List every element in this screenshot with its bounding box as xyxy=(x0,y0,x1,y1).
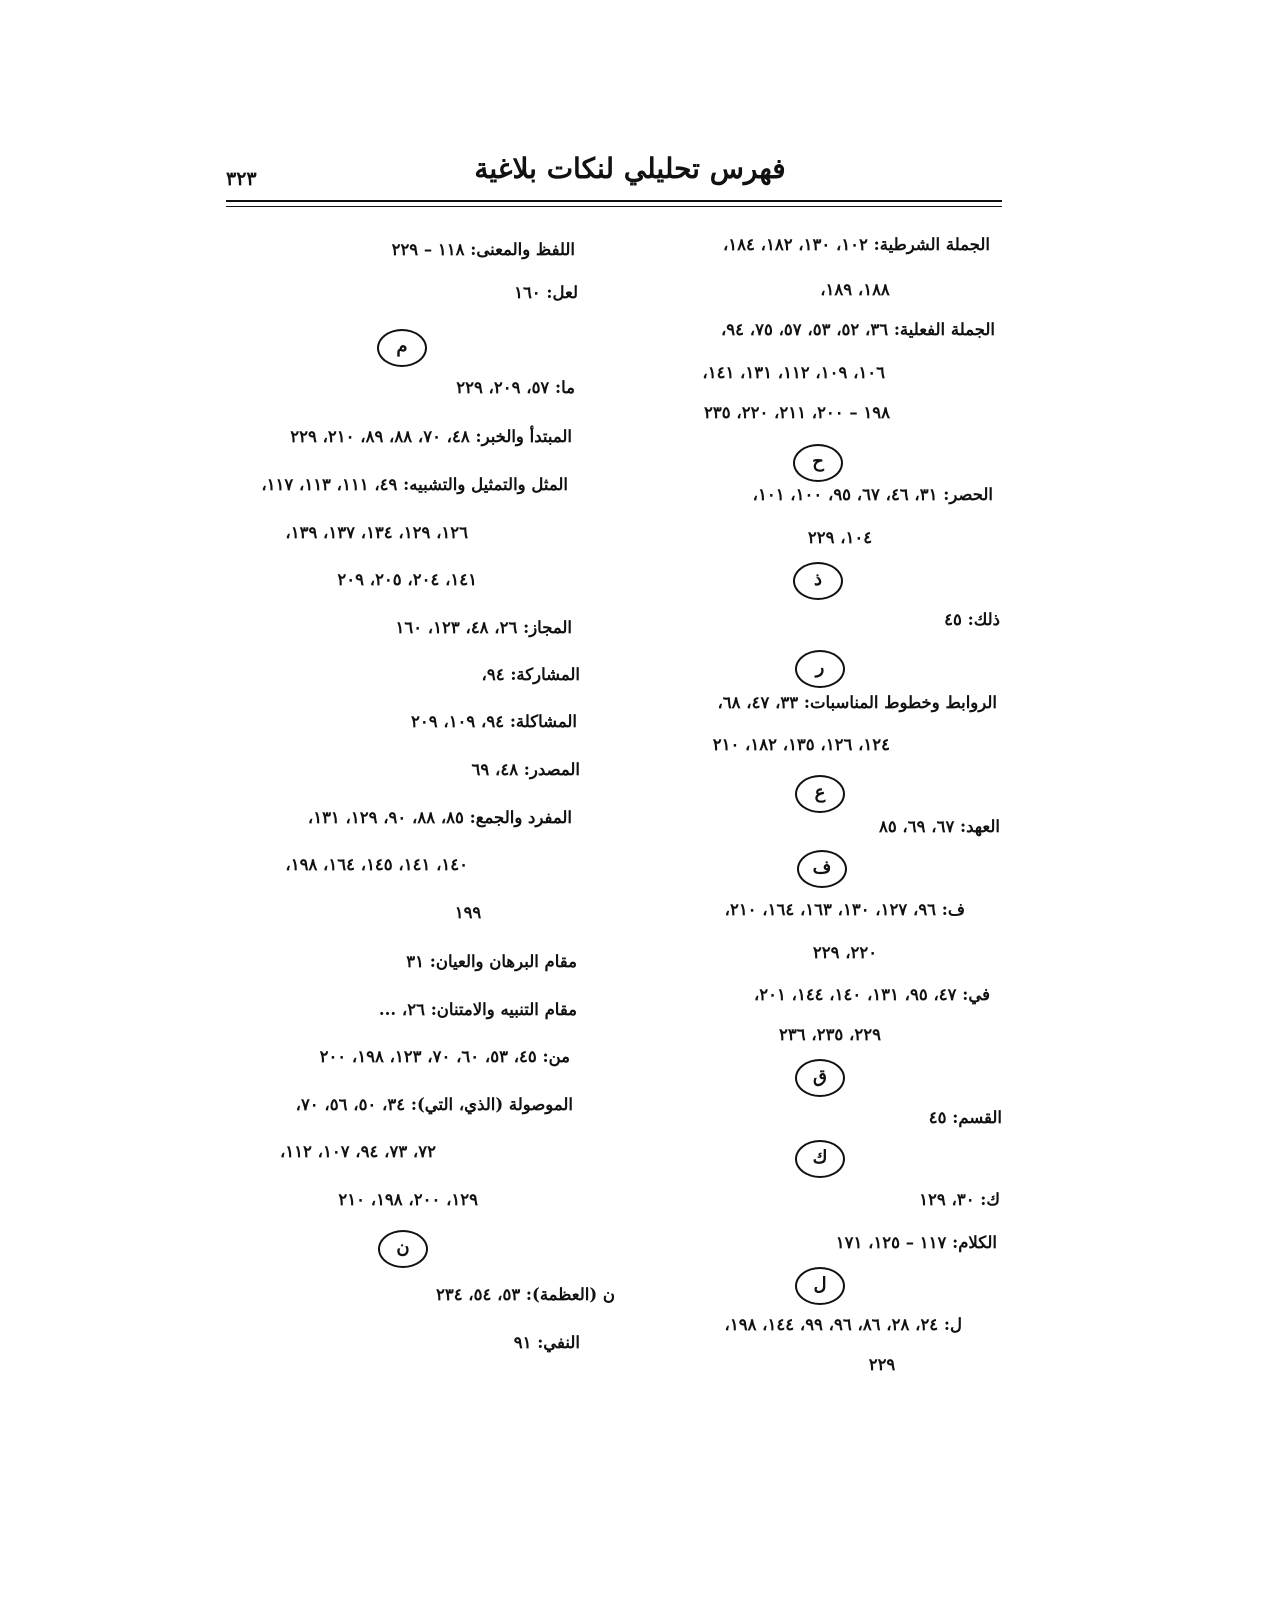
section-letter-heading: ع xyxy=(795,775,845,813)
left-index-entry: المصدر: ٤٨، ٦٩ xyxy=(471,760,580,779)
section-letter-heading: ن xyxy=(378,1230,428,1268)
left-index-entry: الموصولة (الذي، التي): ٣٤، ٥٠، ٥٦، ٧٠، xyxy=(295,1095,573,1114)
left-index-entry: مقام البرهان والعيان: ٣١ xyxy=(406,952,577,971)
right-index-entry: ١٩٨ – ٢٠٠، ٢١١، ٢٢٠، ٢٣٥ xyxy=(704,403,890,422)
right-index-entry: ١٢٤، ١٢٦، ١٣٥، ١٨٢، ٢١٠ xyxy=(712,735,890,754)
section-letter-heading: ر xyxy=(795,650,845,688)
left-index-entry: مقام التنبيه والامتنان: ٢٦، ... xyxy=(378,1000,577,1019)
page-number: ٣٢٣ xyxy=(226,168,257,190)
right-index-entry: ٢٢٩ xyxy=(868,1355,896,1374)
right-index-entry: الروابط وخطوط المناسبات: ٣٣، ٤٧، ٦٨، xyxy=(717,693,997,712)
left-index-entry: المبتدأ والخبر: ٤٨، ٧٠، ٨٨، ٨٩، ٢١٠، ٢٢٩ xyxy=(290,427,572,446)
section-letter-heading: ذ xyxy=(793,562,843,600)
page-title: فهرس تحليلي لنكات بلاغية xyxy=(474,152,786,185)
right-index-entry: في: ٤٧، ٩٥، ١٣١، ١٤٠، ١٤٤، ٢٠١، xyxy=(753,985,990,1004)
right-index-entry: ذلك: ٤٥ xyxy=(944,610,1000,629)
left-index-entry: ١٢٦، ١٢٩، ١٣٤، ١٣٧، ١٣٩، xyxy=(285,523,468,542)
right-index-entry: الحصر: ٣١، ٤٦، ٦٧، ٩٥، ١٠٠، ١٠١، xyxy=(752,485,993,504)
header-rule-bottom xyxy=(226,206,1002,207)
section-letter-heading: ح xyxy=(793,444,843,482)
right-index-entry: الجملة الفعلية: ٣٦، ٥٢، ٥٣، ٥٧، ٧٥، ٩٤، xyxy=(720,320,995,339)
right-index-entry: العهد: ٦٧، ٦٩، ٨٥ xyxy=(878,817,1000,836)
left-index-entry: ١٢٩، ٢٠٠، ١٩٨، ٢١٠ xyxy=(338,1190,478,1209)
right-index-entry: الجملة الشرطية: ١٠٢، ١٣٠، ١٨٢، ١٨٤، xyxy=(722,235,990,254)
left-index-entry: ٧٢، ٧٣، ٩٤، ١٠٧، ١١٢، xyxy=(279,1142,436,1161)
left-index-entry: ن (العظمة): ٥٣، ٥٤، ٢٣٤ xyxy=(435,1285,615,1304)
right-index-entry: ف: ٩٦، ١٢٧، ١٣٠، ١٦٣، ١٦٤، ٢١٠، xyxy=(724,900,965,919)
section-letter-heading: ك xyxy=(795,1140,845,1178)
right-index-entry: ٢٢٩، ٢٣٥، ٢٣٦ xyxy=(779,1025,881,1044)
left-index-entry: ١٤٠، ١٤١، ١٤٥، ١٦٤، ١٩٨، xyxy=(285,855,468,874)
left-index-entry: ١٤١، ٢٠٤، ٢٠٥، ٢٠٩ xyxy=(337,570,477,589)
left-index-entry: المشاكلة: ٩٤، ١٠٩، ٢٠٩ xyxy=(411,712,577,731)
left-index-entry: النفي: ٩١ xyxy=(513,1333,580,1352)
right-index-entry: ١٨٨، ١٨٩، xyxy=(820,280,890,299)
left-index-entry: لعل: ١٦٠ xyxy=(514,283,578,302)
left-index-entry: المشاركة: ٩٤، xyxy=(481,665,580,684)
section-letter-heading: ق xyxy=(795,1059,845,1097)
right-index-entry: ل: ٢٤، ٢٨، ٨٦، ٩٦، ٩٩، ١٤٤، ١٩٨، xyxy=(724,1315,962,1334)
section-letter-heading: م xyxy=(377,329,427,367)
right-index-entry: ٢٢٠، ٢٢٩ xyxy=(812,943,878,962)
section-letter-heading: ل xyxy=(795,1267,845,1305)
left-index-entry: المفرد والجمع: ٨٥، ٨٨، ٩٠، ١٢٩، ١٣١، xyxy=(307,808,572,827)
right-index-entry: ك: ٣٠، ١٢٩ xyxy=(919,1190,1000,1209)
section-letter-heading: ف xyxy=(797,850,847,888)
left-index-entry: المثل والتمثيل والتشبيه: ٤٩، ١١١، ١١٣، ١… xyxy=(261,475,568,494)
right-index-entry: الكلام: ١١٧ – ١٢٥، ١٧١ xyxy=(835,1233,997,1252)
left-index-entry: اللفظ والمعنى: ١١٨ – ٢٢٩ xyxy=(391,240,575,259)
right-index-entry: ١٠٦، ١٠٩، ١١٢، ١٣١، ١٤١، xyxy=(702,363,885,382)
left-index-entry: المجاز: ٢٦، ٤٨، ١٢٣، ١٦٠ xyxy=(395,618,572,637)
right-index-entry: ١٠٤، ٢٢٩ xyxy=(807,528,873,547)
left-index-entry: ١٩٩ xyxy=(454,903,482,922)
header-rule-top xyxy=(226,200,1002,202)
left-index-entry: من: ٤٥، ٥٣، ٦٠، ٧٠، ١٢٣، ١٩٨، ٢٠٠ xyxy=(319,1047,570,1066)
left-index-entry: ما: ٥٧، ٢٠٩، ٢٢٩ xyxy=(456,378,575,397)
right-index-entry: القسم: ٤٥ xyxy=(928,1108,1002,1127)
